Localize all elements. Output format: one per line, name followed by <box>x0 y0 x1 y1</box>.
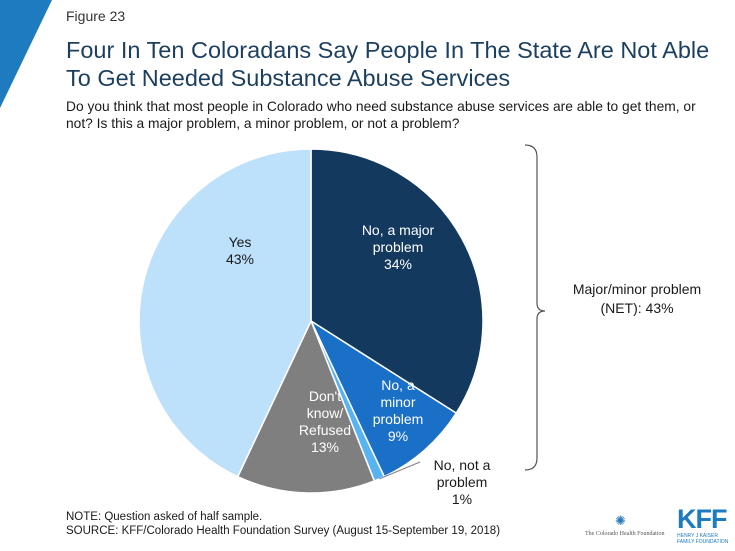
note-text: NOTE: Question asked of half sample. <box>66 511 263 523</box>
kff-logo-sub1: HENRY J KAISER <box>677 533 718 539</box>
kff-logo-sub2: FAMILY FOUNDATION <box>677 539 729 545</box>
pie-slice-yes <box>138 148 312 478</box>
slice-label-no-a-major-problem: No, a major problem 34% <box>362 222 435 272</box>
net-bracket-label: Major/minor problem (NET): 43% <box>573 281 701 316</box>
leader-line-not-a-problem <box>379 461 421 480</box>
slice-label-yes: Yes 43% <box>226 234 254 267</box>
pie-slice-no-a-major-problem <box>310 148 484 415</box>
kff-logo-mark: KFF <box>677 504 727 534</box>
source-text: SOURCE: KFF/Colorado Health Foundation S… <box>66 525 501 537</box>
net-bracket <box>524 144 546 471</box>
chart-notes: NOTE: Question asked of half sample. SOU… <box>66 510 500 538</box>
slice-label-don-t-know-refused: Don't know/Refused 13% <box>299 388 351 455</box>
kff-logo: KFF HENRY J KAISER FAMILY FOUNDATION <box>677 505 728 545</box>
sunburst-icon: ✺ <box>615 513 626 528</box>
figure-label: Figure 23 <box>66 8 126 24</box>
slice-label-no-a-minor-problem: No, a minor problem 9% <box>373 377 424 444</box>
chart-title: Four In Ten Coloradans Say People In The… <box>66 37 710 91</box>
chart-subtitle: Do you think that most people in Colorad… <box>66 99 696 131</box>
slice-label-no-not-a-problem: No, not a problem 1% <box>434 457 491 507</box>
pie-slice-don-t-know-refused <box>236 319 376 494</box>
corner-accent-triangle <box>0 0 52 108</box>
footer-logos: ✺ The Colorado Health Foundation KFF HEN… <box>585 505 730 545</box>
chf-logo-text: The Colorado Health Foundation <box>585 531 665 537</box>
colorado-health-foundation-logo: ✺ The Colorado Health Foundation <box>585 513 665 543</box>
